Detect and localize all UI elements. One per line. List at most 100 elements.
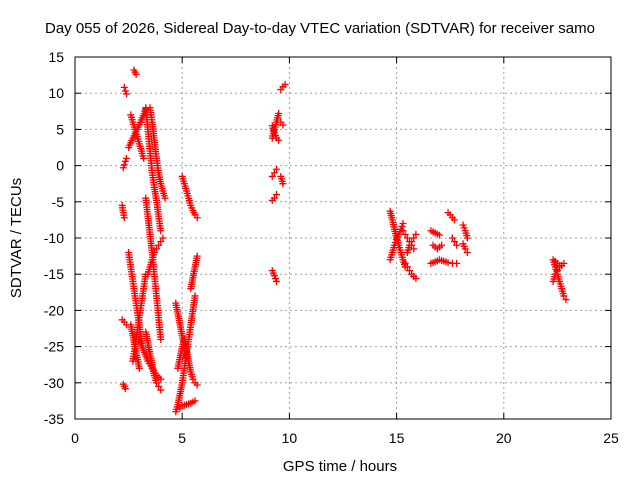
data-point	[560, 292, 568, 300]
y-tick-label: -25	[44, 339, 64, 355]
data-point	[279, 180, 287, 188]
data-point	[193, 252, 201, 260]
series-arc-h3	[551, 257, 564, 270]
data-point	[275, 136, 283, 144]
data-point	[135, 364, 143, 372]
series-arc-c3	[127, 321, 143, 372]
data-point	[438, 241, 446, 249]
data-point	[405, 267, 413, 275]
series-arc-e3	[277, 81, 289, 94]
x-tick-label: 0	[71, 430, 79, 446]
data-point	[399, 227, 407, 235]
data-point	[453, 241, 461, 249]
series-arc-e4	[277, 118, 287, 129]
data-point	[159, 234, 167, 242]
data-point	[463, 234, 471, 242]
data-point	[281, 81, 289, 89]
data-point	[120, 161, 128, 169]
data-point	[140, 154, 148, 162]
axis-ticks: 15 10 5 0 -5 -10 -15 -20 -25 -30 -35 0 5 10 15 20 25	[44, 49, 619, 446]
data-point	[157, 375, 165, 383]
series-arc-a4	[118, 201, 128, 222]
series-arc-g1	[427, 227, 443, 239]
data-point	[556, 262, 564, 270]
series-arc-e6	[277, 172, 287, 188]
x-tick-label: 20	[496, 430, 512, 446]
data-point	[450, 216, 458, 224]
x-axis-title: GPS time / hours	[283, 458, 397, 475]
data-point	[405, 241, 413, 249]
data-point	[408, 238, 416, 246]
data-point	[157, 238, 165, 246]
series-arc-a2	[130, 66, 140, 78]
series-arc-f1	[386, 207, 409, 271]
y-tick-label: 10	[48, 85, 64, 101]
x-tick-label: 5	[178, 430, 186, 446]
x-tick-label: 15	[389, 430, 405, 446]
series-arc-g4	[444, 209, 458, 224]
data-point	[191, 292, 199, 300]
data-point	[193, 214, 201, 222]
series-arc-g7	[459, 240, 471, 256]
data-point	[562, 296, 570, 304]
data-point	[403, 263, 411, 271]
y-tick-label: -5	[52, 194, 65, 210]
data-points	[118, 66, 570, 416]
series-arc-b3	[142, 104, 165, 235]
data-point	[161, 194, 169, 202]
y-tick-label: 5	[56, 121, 64, 137]
data-point	[435, 231, 443, 239]
series-arc-e8	[268, 267, 281, 285]
data-point	[399, 220, 407, 228]
data-point	[273, 165, 281, 173]
series-arc-a6	[119, 380, 129, 393]
data-point	[273, 277, 281, 285]
series-arc-c5	[135, 335, 165, 383]
data-point	[444, 259, 452, 267]
series-arc-e5	[268, 165, 281, 180]
series-arc-b6	[144, 234, 167, 278]
data-point	[448, 234, 456, 242]
data-point	[270, 169, 278, 177]
data-point	[453, 259, 461, 267]
data-point	[142, 270, 150, 278]
series-arc-d6	[178, 172, 201, 222]
series-arc-a3	[119, 154, 130, 172]
data-point	[121, 385, 129, 393]
series-arc-g6	[459, 221, 471, 242]
data-point	[193, 381, 201, 389]
data-point	[268, 172, 276, 180]
x-tick-label: 10	[282, 430, 298, 446]
y-tick-label: -35	[44, 411, 64, 427]
data-point	[275, 109, 283, 117]
data-point	[450, 238, 458, 246]
series-arc-d5	[176, 397, 199, 412]
data-point	[132, 70, 140, 78]
data-point	[155, 382, 163, 390]
data-point	[157, 335, 165, 343]
data-point	[412, 230, 420, 238]
data-point	[120, 83, 128, 91]
data-point	[157, 386, 165, 394]
series-arc-f3	[401, 259, 420, 283]
data-point	[461, 245, 469, 253]
series-arc-e7	[268, 191, 281, 204]
y-tick-label: -30	[44, 375, 64, 391]
chart-title: Day 055 of 2026, Sidereal Day-to-day VTE…	[45, 20, 595, 37]
data-point	[189, 375, 197, 383]
y-tick-label: -20	[44, 302, 64, 318]
data-point	[270, 194, 278, 202]
series-arc-b2	[127, 111, 148, 162]
y-tick-label: 0	[56, 158, 64, 174]
data-point	[152, 379, 160, 387]
data-point	[403, 234, 411, 242]
data-point	[157, 227, 165, 235]
series-arc-a1	[120, 83, 130, 98]
series-arc-d4	[174, 335, 201, 389]
data-point	[155, 241, 163, 249]
series-arc-g3	[427, 256, 461, 267]
data-point	[412, 275, 420, 283]
series-arc-e1	[268, 109, 283, 142]
series-arc-g5	[448, 234, 461, 249]
